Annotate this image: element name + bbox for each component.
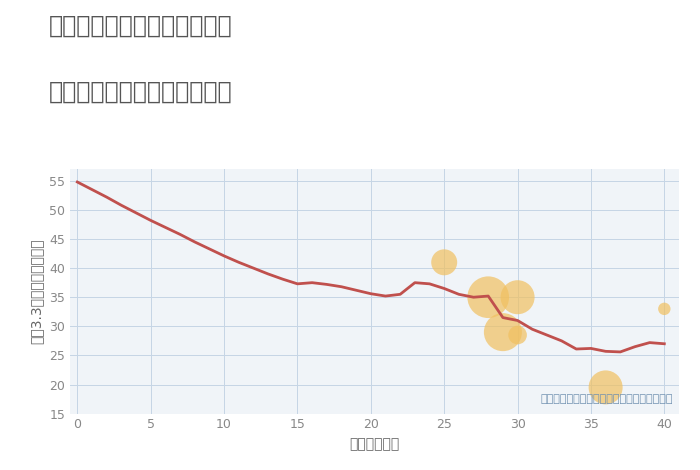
Point [600, 384, 611, 391]
Text: 奈良県奈良市学園朝日元町の: 奈良県奈良市学園朝日元町の [49, 14, 232, 38]
Point [512, 331, 523, 339]
Point [482, 293, 493, 301]
Point [497, 329, 508, 336]
Text: 円の大きさは、取引のあった物件面積を示す: 円の大きさは、取引のあった物件面積を示す [540, 394, 673, 404]
Text: 築年数別中古マンション価格: 築年数別中古マンション価格 [49, 80, 232, 104]
Y-axis label: 坪（3.3㎡）単価（万円）: 坪（3.3㎡）単価（万円） [29, 239, 43, 344]
X-axis label: 築年数（年）: 築年数（年） [349, 437, 400, 451]
Point [512, 293, 523, 301]
Point [659, 305, 670, 313]
Point [439, 258, 450, 266]
